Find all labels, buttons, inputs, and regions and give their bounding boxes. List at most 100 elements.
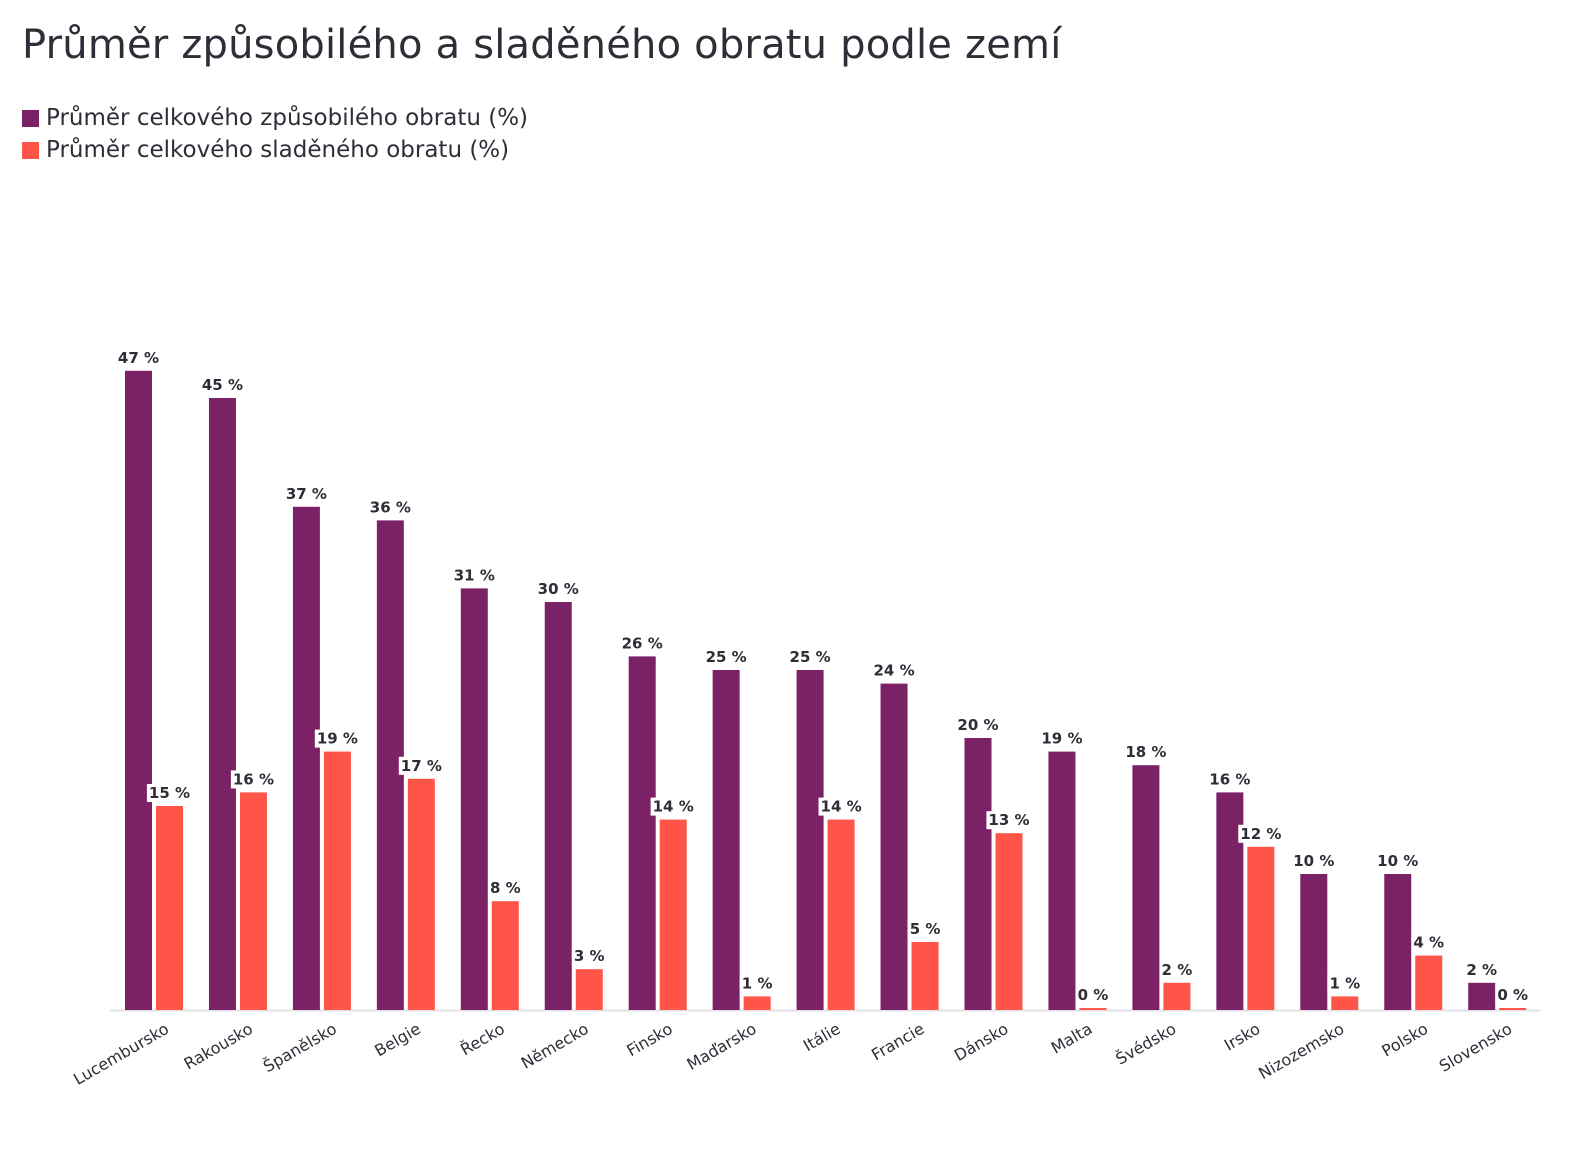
data-label-aligned-15: 4 % — [1413, 934, 1444, 952]
x-tick-label-13: Irsko — [1221, 1019, 1264, 1055]
data-label-bg-eligible-4 — [451, 566, 497, 585]
data-label-aligned-4: 8 % — [490, 879, 521, 897]
bar-eligible-2[interactable] — [292, 506, 320, 1010]
x-tick-label-8: Itálie — [800, 1019, 844, 1055]
data-label-eligible-9: 24 % — [873, 662, 914, 680]
data-label-bg-aligned-5 — [571, 947, 607, 966]
bar-aligned-12[interactable] — [1163, 982, 1191, 1010]
bar-aligned-3[interactable] — [407, 778, 435, 1010]
data-label-eligible-8: 25 % — [790, 648, 831, 666]
data-label-eligible-0: 47 % — [118, 349, 159, 367]
data-label-aligned-5: 3 % — [574, 947, 605, 965]
data-label-bg-aligned-3 — [398, 756, 444, 775]
data-label-bg-aligned-10 — [986, 811, 1032, 830]
data-label-bg-eligible-9 — [871, 661, 917, 680]
data-label-aligned-12: 2 % — [1162, 961, 1193, 979]
data-label-bg-aligned-12 — [1159, 960, 1195, 979]
bar-aligned-9[interactable] — [911, 942, 939, 1010]
x-tick-label-12: Švédsko — [1112, 1019, 1179, 1069]
bar-aligned-15[interactable] — [1415, 955, 1443, 1010]
x-tick-label-10: Dánsko — [951, 1019, 1012, 1065]
data-label-bg-eligible-6 — [619, 634, 665, 653]
legend: Průměr celkového způsobilého obratu (%) … — [22, 102, 528, 166]
data-label-bg-aligned-2 — [314, 729, 360, 748]
bar-eligible-8[interactable] — [796, 670, 824, 1010]
bar-aligned-0[interactable] — [156, 806, 183, 1010]
bar-aligned-1[interactable] — [239, 792, 267, 1010]
x-tick-label-1: Rakousko — [181, 1019, 256, 1073]
data-label-bg-aligned-14 — [1327, 974, 1363, 993]
data-label-bg-eligible-16 — [1464, 960, 1500, 979]
x-tick-label-4: Řecko — [457, 1019, 508, 1059]
bar-eligible-5[interactable] — [544, 602, 572, 1010]
x-tick-label-14: Nizozemsko — [1255, 1019, 1347, 1083]
data-label-bg-eligible-1 — [199, 376, 246, 394]
data-label-bg-eligible-7 — [703, 648, 749, 666]
data-label-eligible-2: 37 % — [286, 485, 327, 503]
bar-eligible-15[interactable] — [1384, 874, 1412, 1010]
data-label-eligible-10: 20 % — [957, 716, 998, 734]
data-label-eligible-5: 30 % — [538, 580, 579, 598]
legend-item-aligned[interactable]: Průměr celkového sladěného obratu (%) — [22, 134, 528, 166]
data-label-bg-eligible-0 — [115, 348, 162, 367]
data-label-eligible-3: 36 % — [370, 498, 411, 516]
bar-eligible-14[interactable] — [1300, 874, 1328, 1010]
bar-aligned-8[interactable] — [827, 819, 855, 1010]
data-label-eligible-16: 2 % — [1466, 961, 1497, 979]
bar-eligible-6[interactable] — [628, 656, 656, 1010]
data-label-aligned-6: 14 % — [653, 798, 694, 816]
bar-aligned-16[interactable] — [1499, 1008, 1527, 1010]
data-label-bg-eligible-12 — [1123, 743, 1169, 762]
x-tick-label-9: Francie — [868, 1019, 927, 1064]
bar-aligned-10[interactable] — [995, 833, 1023, 1010]
bar-eligible-10[interactable] — [964, 738, 992, 1010]
x-tick-label-3: Belgie — [371, 1019, 424, 1060]
bar-aligned-5[interactable] — [575, 969, 603, 1010]
bar-aligned-14[interactable] — [1331, 996, 1359, 1010]
data-label-aligned-13: 12 % — [1240, 825, 1281, 843]
legend-swatch-eligible — [22, 109, 39, 127]
legend-label-eligible: Průměr celkového způsobilého obratu (%) — [46, 105, 529, 131]
data-label-eligible-1: 45 % — [202, 376, 243, 394]
bar-eligible-0[interactable] — [125, 370, 152, 1010]
data-label-bg-eligible-3 — [367, 498, 413, 517]
data-label-bg-eligible-13 — [1207, 770, 1253, 789]
bar-aligned-4[interactable] — [491, 901, 519, 1010]
bar-eligible-11[interactable] — [1048, 751, 1076, 1010]
bar-aligned-6[interactable] — [659, 819, 687, 1010]
bar-aligned-11[interactable] — [1079, 1008, 1107, 1010]
data-label-eligible-4: 31 % — [454, 566, 495, 584]
data-label-bg-aligned-8 — [818, 797, 864, 816]
data-label-eligible-11: 19 % — [1041, 730, 1082, 748]
bar-eligible-9[interactable] — [880, 683, 908, 1010]
data-label-bg-aligned-0 — [146, 784, 193, 802]
x-tick-label-11: Malta — [1048, 1019, 1096, 1058]
data-label-bg-eligible-2 — [283, 484, 329, 503]
bar-eligible-7[interactable] — [712, 670, 740, 1010]
bar-aligned-7[interactable] — [743, 996, 771, 1010]
data-label-aligned-1: 16 % — [233, 770, 274, 788]
bar-eligible-16[interactable] — [1468, 982, 1496, 1010]
bar-aligned-2[interactable] — [323, 751, 351, 1010]
legend-item-eligible[interactable]: Průměr celkového způsobilého obratu (%) — [22, 102, 528, 134]
bar-aligned-13[interactable] — [1247, 846, 1275, 1010]
data-label-bg-eligible-10 — [955, 716, 1001, 734]
x-tick-label-16: Slovensko — [1436, 1019, 1515, 1076]
data-label-bg-aligned-15 — [1411, 933, 1447, 952]
x-tick-label-15: Polsko — [1378, 1019, 1431, 1061]
data-label-eligible-6: 26 % — [622, 634, 663, 652]
bar-eligible-4[interactable] — [460, 588, 488, 1010]
data-label-bg-eligible-11 — [1039, 729, 1085, 748]
data-label-bg-aligned-6 — [650, 797, 696, 816]
x-tick-label-5: Německo — [518, 1019, 592, 1073]
data-label-eligible-14: 10 % — [1293, 852, 1334, 870]
bar-eligible-12[interactable] — [1132, 765, 1160, 1010]
bar-eligible-1[interactable] — [208, 398, 236, 1010]
data-label-aligned-8: 14 % — [821, 798, 862, 816]
data-label-aligned-7: 1 % — [742, 974, 773, 992]
x-tick-label-0: Lucembursko — [70, 1019, 172, 1089]
chart-title: Průměr způsobilého a sladěného obratu po… — [22, 22, 1062, 68]
data-label-eligible-13: 16 % — [1209, 770, 1250, 788]
data-label-bg-aligned-11 — [1075, 986, 1111, 1004]
